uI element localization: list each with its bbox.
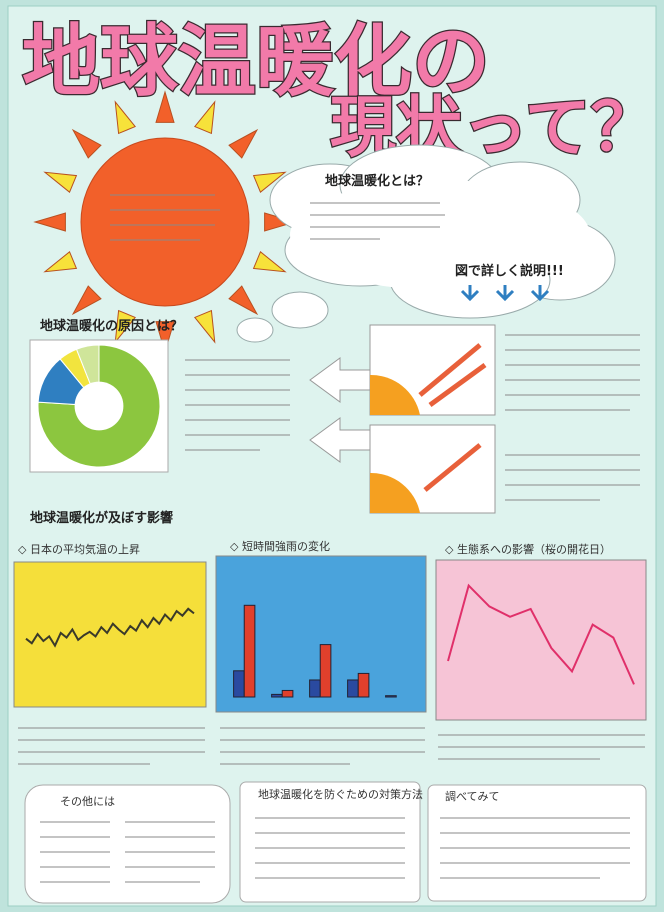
bar: [320, 645, 331, 697]
cloud-callout: 図で詳しく説明!!!: [455, 263, 564, 279]
effects-heading: 地球温暖化が及ぼす影響: [30, 510, 173, 526]
panel-title: ◇ 日本の平均気温の上昇: [18, 542, 140, 556]
cause-heading: 地球温暖化の原因とは？: [40, 318, 183, 334]
pie-chart: [38, 345, 160, 467]
bottom-title: その他には: [60, 795, 115, 808]
bar: [358, 673, 369, 697]
bar: [244, 605, 255, 697]
bar: [282, 690, 293, 697]
bar: [310, 680, 321, 697]
poster: 地球温暖化の 現状って？ 地球温暖化とは？ 図で詳しく説明!!! 地球温暖化の原…: [0, 0, 664, 912]
cloud-heading: 地球温暖化とは？: [325, 173, 429, 189]
bar: [272, 694, 283, 697]
bar: [348, 680, 359, 697]
panel-title: ◇ 生態系への影響（桜の開花日）: [445, 542, 611, 556]
sun-body: [81, 138, 249, 306]
plot-area: [14, 562, 206, 707]
panel-title: ◇ 短時間強雨の変化: [230, 539, 330, 553]
effect-charts: [14, 556, 646, 720]
bottom-title: 調べてみて: [445, 789, 500, 803]
bar: [386, 696, 397, 697]
bottom-title: 地球温暖化を防ぐための対策方法: [258, 787, 423, 801]
pie-hole: [75, 382, 124, 431]
bar: [234, 671, 245, 697]
